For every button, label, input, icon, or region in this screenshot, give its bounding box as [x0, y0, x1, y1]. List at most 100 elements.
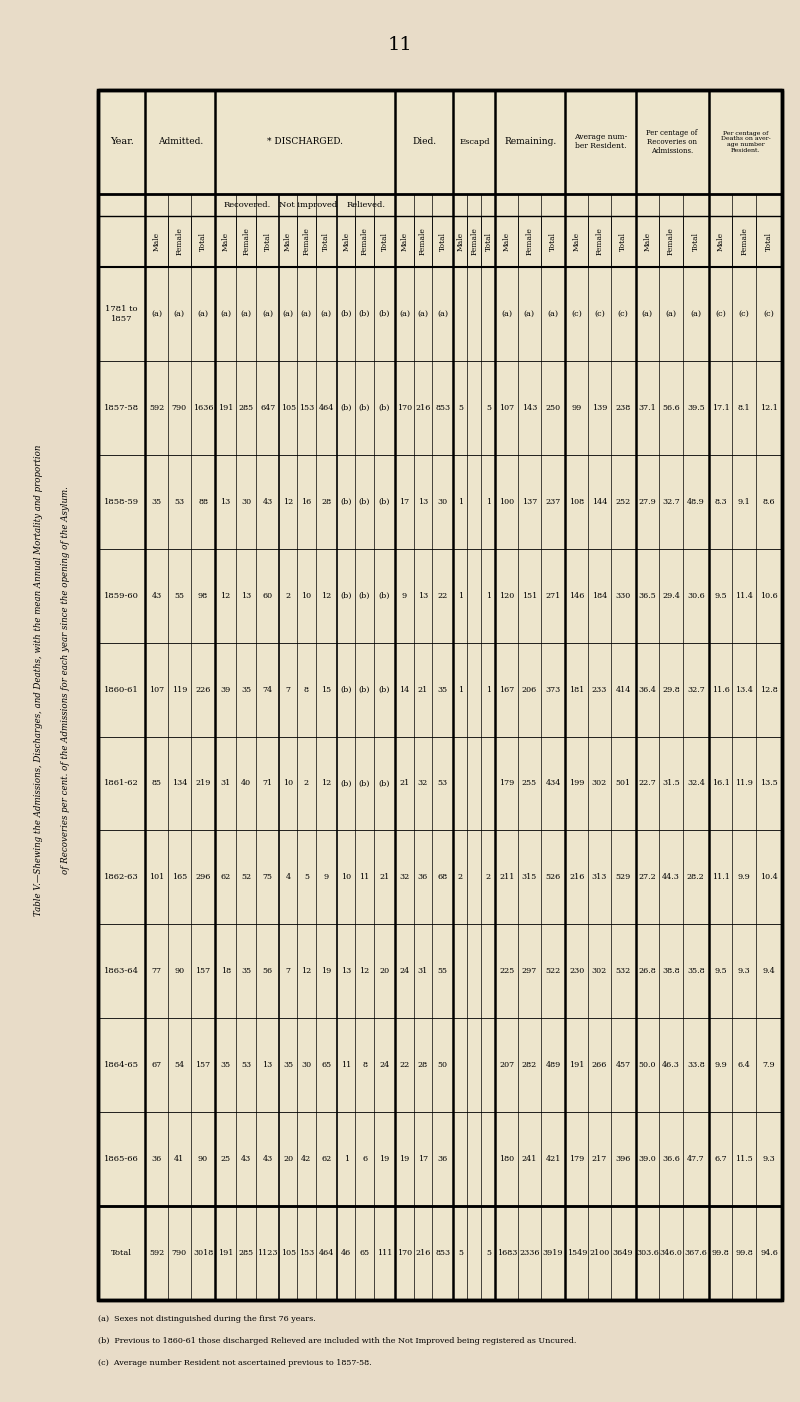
- Text: 1864-65: 1864-65: [104, 1061, 139, 1070]
- Text: 7: 7: [286, 967, 290, 976]
- Text: (a): (a): [399, 310, 410, 318]
- Text: 199: 199: [569, 780, 585, 788]
- Text: 46: 46: [341, 1249, 351, 1258]
- Text: (a): (a): [321, 310, 332, 318]
- Text: (a): (a): [502, 310, 512, 318]
- Text: 179: 179: [499, 780, 514, 788]
- Text: 35: 35: [241, 686, 251, 694]
- Text: 2: 2: [458, 873, 463, 882]
- Text: (b): (b): [359, 592, 370, 600]
- Text: 21: 21: [418, 686, 428, 694]
- Text: 303.6: 303.6: [636, 1249, 658, 1258]
- Text: Female: Female: [740, 227, 748, 255]
- Text: 3649: 3649: [613, 1249, 634, 1258]
- Text: 35: 35: [241, 967, 251, 976]
- Text: 19: 19: [399, 1155, 410, 1164]
- Text: 134: 134: [172, 780, 187, 788]
- Text: (b): (b): [378, 310, 390, 318]
- Text: 20: 20: [283, 1155, 293, 1164]
- Text: (a): (a): [642, 310, 653, 318]
- Text: 71: 71: [262, 780, 273, 788]
- Text: 8.1: 8.1: [738, 404, 750, 412]
- Text: 1: 1: [486, 686, 491, 694]
- Text: 285: 285: [238, 1249, 254, 1258]
- Text: 39: 39: [221, 686, 230, 694]
- Text: Male: Male: [573, 231, 581, 251]
- Text: 238: 238: [615, 404, 630, 412]
- Text: 184: 184: [592, 592, 607, 600]
- Text: 180: 180: [499, 1155, 514, 1164]
- Text: 13: 13: [241, 592, 251, 600]
- Text: 367.6: 367.6: [684, 1249, 707, 1258]
- Text: (b)  Previous to 1860-61 those discharged Relieved are included with the Not Imp: (b) Previous to 1860-61 those discharged…: [98, 1338, 576, 1345]
- Text: 6.4: 6.4: [738, 1061, 750, 1070]
- Text: 2: 2: [286, 592, 290, 600]
- Text: 346.0: 346.0: [660, 1249, 682, 1258]
- Text: Per centage of
Recoveries on
Admissions.: Per centage of Recoveries on Admissions.: [646, 129, 698, 156]
- Text: (b): (b): [378, 404, 390, 412]
- Text: 592: 592: [149, 404, 164, 412]
- Text: 434: 434: [546, 780, 561, 788]
- Text: 2: 2: [304, 780, 309, 788]
- Text: 43: 43: [151, 592, 162, 600]
- Text: (a): (a): [666, 310, 677, 318]
- Text: 11: 11: [388, 36, 412, 55]
- Text: 421: 421: [546, 1155, 561, 1164]
- Text: Year.: Year.: [110, 137, 134, 146]
- Text: 62: 62: [221, 873, 230, 882]
- Text: 11.6: 11.6: [712, 686, 730, 694]
- Text: 13: 13: [262, 1061, 273, 1070]
- Text: Male: Male: [401, 231, 409, 251]
- Text: 19: 19: [322, 967, 331, 976]
- Text: Female: Female: [418, 227, 426, 255]
- Text: 1858-59: 1858-59: [104, 498, 139, 506]
- Text: 90: 90: [174, 967, 184, 976]
- Text: 10.4: 10.4: [760, 873, 778, 882]
- Text: 1865-66: 1865-66: [104, 1155, 139, 1164]
- Text: 526: 526: [546, 873, 561, 882]
- Text: 9.5: 9.5: [714, 592, 727, 600]
- Text: Total: Total: [199, 231, 207, 251]
- Text: 11.5: 11.5: [735, 1155, 753, 1164]
- Text: 42: 42: [302, 1155, 311, 1164]
- Text: 9.4: 9.4: [762, 967, 775, 976]
- Text: 315: 315: [522, 873, 537, 882]
- Text: 233: 233: [592, 686, 607, 694]
- Text: 36.6: 36.6: [662, 1155, 680, 1164]
- Text: 207: 207: [499, 1061, 514, 1070]
- Text: 30: 30: [302, 1061, 311, 1070]
- Text: 181: 181: [569, 686, 585, 694]
- Text: 216: 216: [569, 873, 585, 882]
- Text: 330: 330: [615, 592, 630, 600]
- Text: 94.6: 94.6: [760, 1249, 778, 1258]
- Text: 56: 56: [262, 967, 273, 976]
- Text: Total: Total: [381, 231, 389, 251]
- Text: 53: 53: [241, 1061, 251, 1070]
- Text: 16.1: 16.1: [712, 780, 730, 788]
- Text: 32.7: 32.7: [662, 498, 680, 506]
- Text: 592: 592: [149, 1249, 164, 1258]
- Text: 464: 464: [318, 404, 334, 412]
- Text: (b): (b): [359, 780, 370, 788]
- Text: 35: 35: [221, 1061, 230, 1070]
- Text: 28: 28: [418, 1061, 428, 1070]
- Text: 1781 to
1857: 1781 to 1857: [106, 306, 138, 322]
- Text: 13: 13: [221, 498, 230, 506]
- Text: (a): (a): [547, 310, 558, 318]
- Text: 22: 22: [438, 592, 448, 600]
- Text: 9: 9: [324, 873, 329, 882]
- Text: 170: 170: [397, 1249, 412, 1258]
- Text: 18: 18: [221, 967, 230, 976]
- Text: 28.2: 28.2: [687, 873, 705, 882]
- Text: 22: 22: [399, 1061, 410, 1070]
- Text: 105: 105: [281, 1249, 296, 1258]
- Text: 5: 5: [486, 404, 491, 412]
- Text: (c): (c): [571, 310, 582, 318]
- Text: 101: 101: [149, 873, 164, 882]
- Text: 36: 36: [438, 1155, 448, 1164]
- Text: 56.6: 56.6: [662, 404, 680, 412]
- Text: (a): (a): [151, 310, 162, 318]
- Text: (a): (a): [198, 310, 209, 318]
- Text: 237: 237: [546, 498, 561, 506]
- Text: Female: Female: [526, 227, 534, 255]
